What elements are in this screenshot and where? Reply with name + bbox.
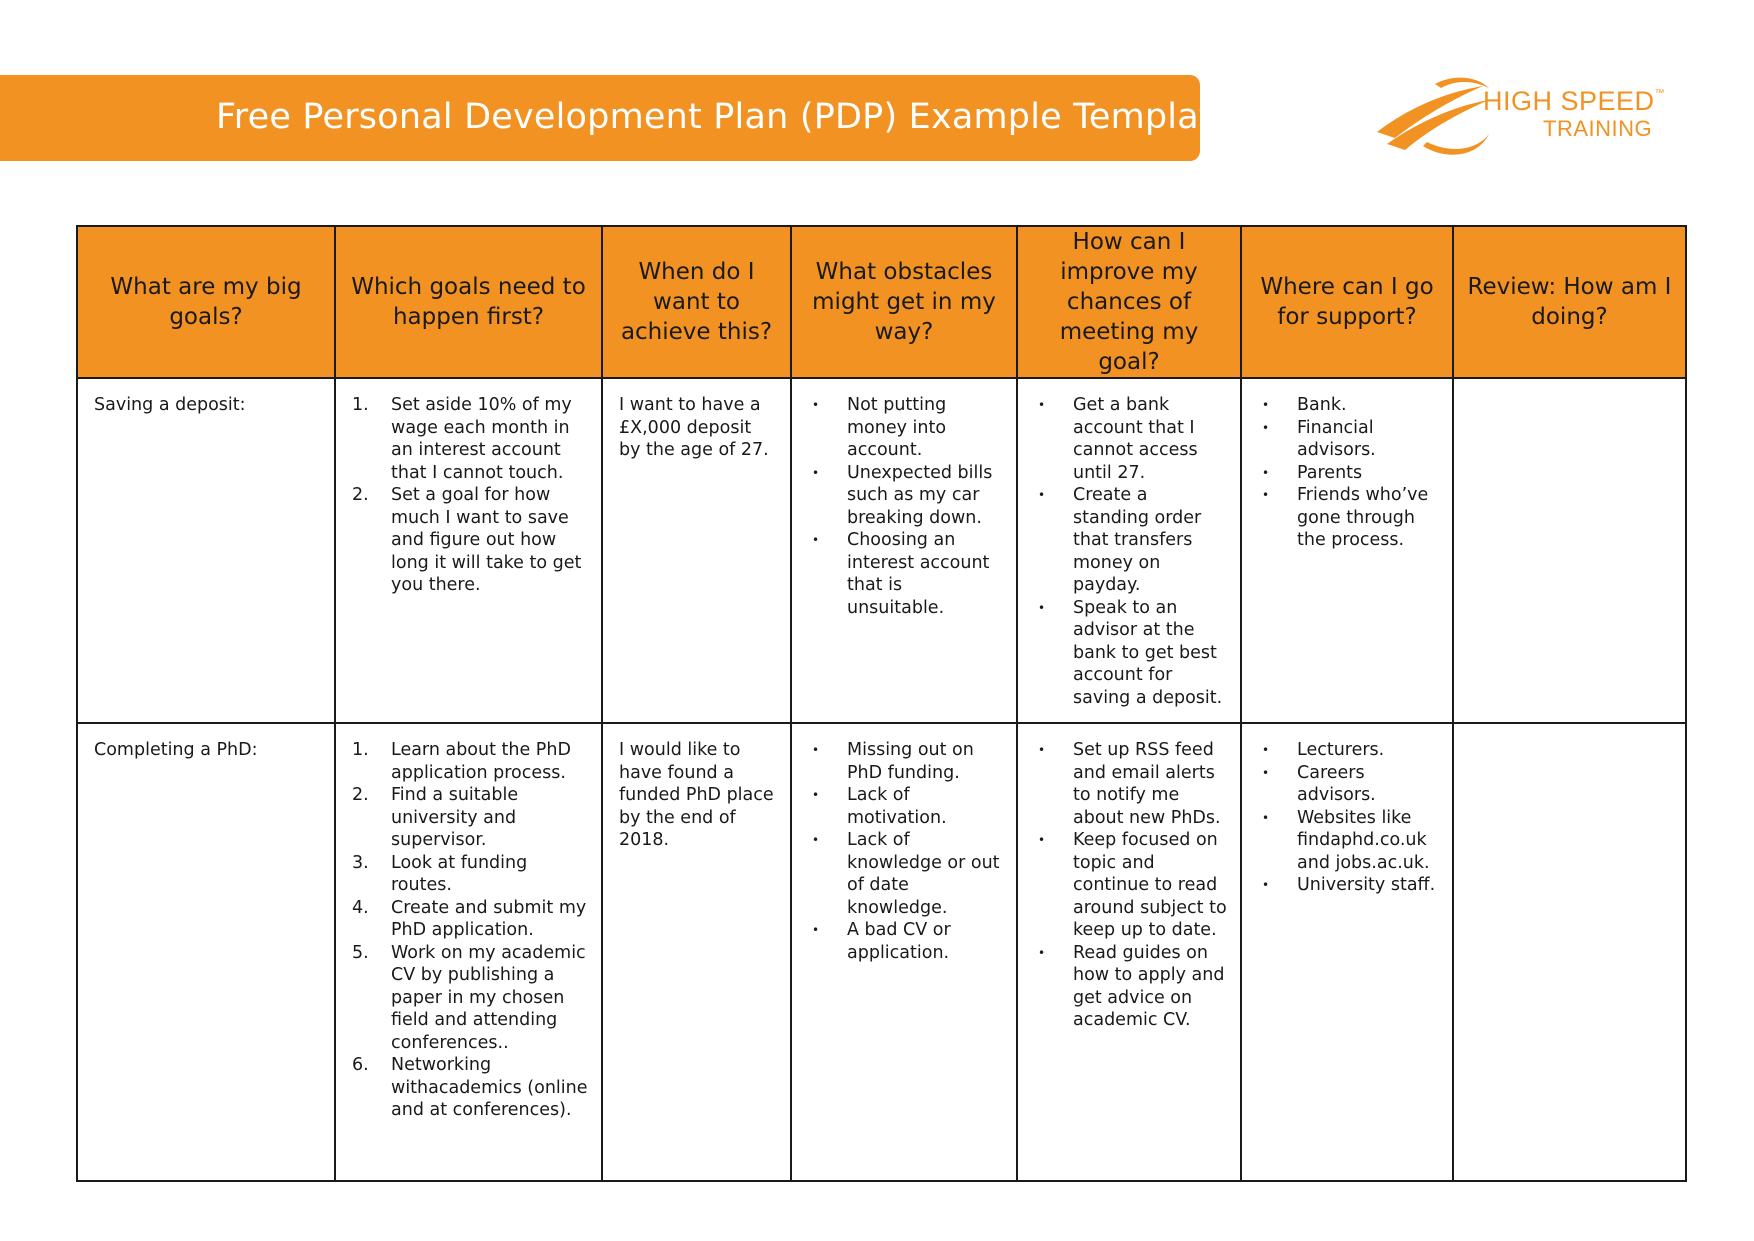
header-improve-chances: How can I improve my chances of meeting … bbox=[1016, 225, 1242, 379]
list-item: • Set up RSS feed and email alerts to not… bbox=[1038, 740, 1221, 828]
list-item: • Lack of knowledge or out of date knowle… bbox=[812, 830, 1000, 918]
header-when: When do I want to achieve this? bbox=[601, 225, 792, 379]
table-row: Saving a deposit: 1. Set aside 10% of my … bbox=[76, 377, 1687, 724]
header-goals-first: Which goals need to happen first? bbox=[334, 225, 603, 379]
when-cell: I want to have a £X,000 deposit by the a… bbox=[601, 377, 792, 724]
page-title: Free Personal Development Plan (PDP) Exa… bbox=[216, 97, 1235, 137]
header-review: Review: How am I doing? bbox=[1452, 225, 1687, 379]
list-item: • Not putting money into account. bbox=[812, 395, 947, 460]
list-item: • Parents bbox=[1262, 462, 1363, 483]
review-cell[interactable] bbox=[1452, 377, 1687, 724]
numbered-list: 1. Set aside 10% of my wage each month in… bbox=[352, 394, 589, 597]
list-item: 1. Set aside 10% of my wage each month in… bbox=[352, 395, 572, 483]
table-header-row: What are my big goals? Which goals need … bbox=[76, 225, 1687, 379]
swoosh-logo-icon bbox=[1377, 77, 1489, 155]
numbered-list: 1. Learn about the PhD application proces… bbox=[352, 739, 589, 1122]
list-item: • Websites like findaphd.co.uk and jobs.a… bbox=[1262, 807, 1430, 873]
support-cell: • Lecturers. • Careers advisors. • Websites… bbox=[1240, 722, 1454, 1182]
list-item: 3. Look at funding routes. bbox=[352, 852, 528, 896]
list-item: 4. Create and submit my PhD application. bbox=[352, 897, 587, 941]
first-steps-cell: 1. Learn about the PhD application proces… bbox=[334, 722, 603, 1182]
list-item: • University staff. bbox=[1262, 875, 1436, 895]
title-banner: Free Personal Development Plan (PDP) Exa… bbox=[0, 75, 1234, 161]
list-item: • Careers advisors. bbox=[1262, 762, 1376, 806]
bullet-list: • Not putting money into account. • Unexpe… bbox=[808, 394, 1004, 619]
list-item: • A bad CV or application. bbox=[812, 920, 951, 963]
logo-text-high-speed: HIGH SPEED™ bbox=[1483, 86, 1666, 116]
bullet-list: • Bank. • Financial advisors. • Parents • Fr… bbox=[1258, 394, 1440, 552]
header-support: Where can I go for support? bbox=[1240, 225, 1454, 379]
first-steps-cell: 1. Set aside 10% of my wage each month in… bbox=[334, 377, 603, 724]
obstacles-cell: • Not putting money into account. • Unexpe… bbox=[790, 377, 1018, 724]
obstacles-cell: • Missing out on PhD funding. • Lack of mo… bbox=[790, 722, 1018, 1182]
list-item: • Keep focused on topic and continue to r… bbox=[1038, 830, 1227, 940]
list-item: 5. Work on my academic CV by publishing a… bbox=[352, 942, 586, 1053]
list-item: • Lecturers. bbox=[1262, 740, 1385, 760]
list-item: • Bank. bbox=[1262, 395, 1347, 415]
list-item: • Friends who’ve gone through the process… bbox=[1262, 485, 1429, 550]
improve-cell: • Get a bank account that I cannot access… bbox=[1016, 377, 1242, 724]
list-item: 1. Learn about the PhD application proces… bbox=[352, 740, 571, 783]
goal-cell: Completing a PhD: bbox=[76, 722, 336, 1182]
table-row: Completing a PhD: 1. Learn about the PhD … bbox=[76, 722, 1687, 1182]
list-item: • Read guides on how to apply and get adv… bbox=[1038, 942, 1225, 1031]
list-item: 2. Find a suitable university and supervi… bbox=[352, 785, 519, 850]
header-obstacles: What obstacles might get in my way? bbox=[790, 225, 1018, 379]
logo-text-training: TRAINING bbox=[1543, 116, 1653, 141]
bullet-list: • Get a bank account that I cannot access… bbox=[1034, 394, 1228, 709]
bullet-list: • Lecturers. • Careers advisors. • Websites… bbox=[1258, 739, 1440, 897]
list-item: 6. Networking withacademics (online and a… bbox=[352, 1055, 588, 1120]
support-cell: • Bank. • Financial advisors. • Parents • Fr… bbox=[1240, 377, 1454, 724]
when-cell: I would like to have found a funded PhD … bbox=[601, 722, 792, 1182]
header-big-goals: What are my big goals? bbox=[76, 225, 336, 379]
list-item: • Create a standing order that transfers … bbox=[1038, 485, 1202, 595]
list-item: • Financial advisors. bbox=[1262, 417, 1376, 461]
pdp-table: What are my big goals? Which goals need … bbox=[76, 225, 1687, 1182]
list-item: • Lack of motivation. bbox=[812, 785, 947, 828]
review-cell[interactable] bbox=[1452, 722, 1687, 1182]
list-item: • Get a bank account that I cannot access… bbox=[1038, 395, 1198, 483]
bullet-list: • Set up RSS feed and email alerts to not… bbox=[1034, 739, 1228, 1032]
bullet-list: • Missing out on PhD funding. • Lack of mo… bbox=[808, 739, 1004, 964]
high-speed-training-logo: HIGH SPEED™ TRAINING bbox=[1365, 72, 1695, 162]
goal-cell: Saving a deposit: bbox=[76, 377, 336, 724]
list-item: • Missing out on PhD funding. bbox=[812, 740, 974, 783]
list-item: • Speak to an advisor at the bank to get … bbox=[1038, 597, 1223, 708]
list-item: 2. Set a goal for how much I want to save… bbox=[352, 485, 582, 595]
improve-cell: • Set up RSS feed and email alerts to not… bbox=[1016, 722, 1242, 1182]
list-item: • Choosing an interest account that is un… bbox=[812, 530, 990, 618]
list-item: • Unexpected bills such as my car breakin… bbox=[812, 462, 993, 528]
